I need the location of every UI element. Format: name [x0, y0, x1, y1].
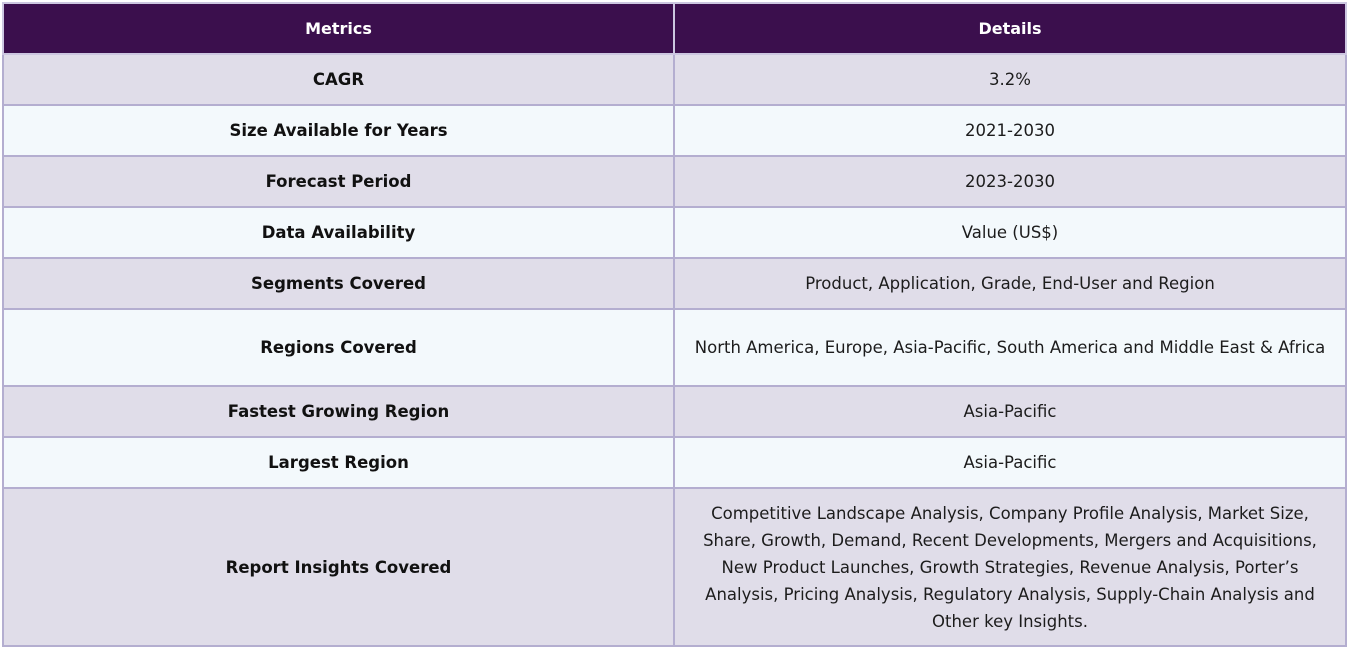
detail-cell: 2021-2030	[673, 104, 1347, 157]
column-header-metrics: Metrics	[2, 2, 675, 55]
report-metrics-table: Metrics Details CAGR 3.2% Size Available…	[2, 2, 1347, 647]
metric-cell: CAGR	[2, 53, 675, 106]
table-row-report-insights: Report Insights Covered Competitive Land…	[2, 487, 1347, 647]
table-row-largest-region: Largest Region Asia-Pacific	[2, 436, 1347, 489]
metric-cell: Segments Covered	[2, 257, 675, 310]
detail-cell: Asia-Pacific	[673, 385, 1347, 438]
column-header-details: Details	[673, 2, 1347, 55]
detail-cell: Competitive Landscape Analysis, Company …	[673, 487, 1347, 647]
table-row-fastest-growing-region: Fastest Growing Region Asia-Pacific	[2, 385, 1347, 438]
report-metrics-table-container: Metrics Details CAGR 3.2% Size Available…	[2, 2, 1347, 647]
table-row-regions-covered: Regions Covered North America, Europe, A…	[2, 308, 1347, 387]
metric-cell: Forecast Period	[2, 155, 675, 208]
detail-cell: North America, Europe, Asia-Pacific, Sou…	[673, 308, 1347, 387]
metric-cell: Regions Covered	[2, 308, 675, 387]
table-row-data-availability: Data Availability Value (US$)	[2, 206, 1347, 259]
detail-cell: 2023-2030	[673, 155, 1347, 208]
metric-cell: Fastest Growing Region	[2, 385, 675, 438]
metric-cell: Size Available for Years	[2, 104, 675, 157]
detail-cell: 3.2%	[673, 53, 1347, 106]
metric-cell: Report Insights Covered	[2, 487, 675, 647]
detail-cell: Asia-Pacific	[673, 436, 1347, 489]
table-row-size-available: Size Available for Years 2021-2030	[2, 104, 1347, 157]
table-row-segments-covered: Segments Covered Product, Application, G…	[2, 257, 1347, 310]
detail-cell: Value (US$)	[673, 206, 1347, 259]
table-row-cagr: CAGR 3.2%	[2, 53, 1347, 106]
detail-cell: Product, Application, Grade, End-User an…	[673, 257, 1347, 310]
metric-cell: Largest Region	[2, 436, 675, 489]
table-header-row: Metrics Details	[2, 2, 1347, 55]
table-row-forecast-period: Forecast Period 2023-2030	[2, 155, 1347, 208]
metric-cell: Data Availability	[2, 206, 675, 259]
